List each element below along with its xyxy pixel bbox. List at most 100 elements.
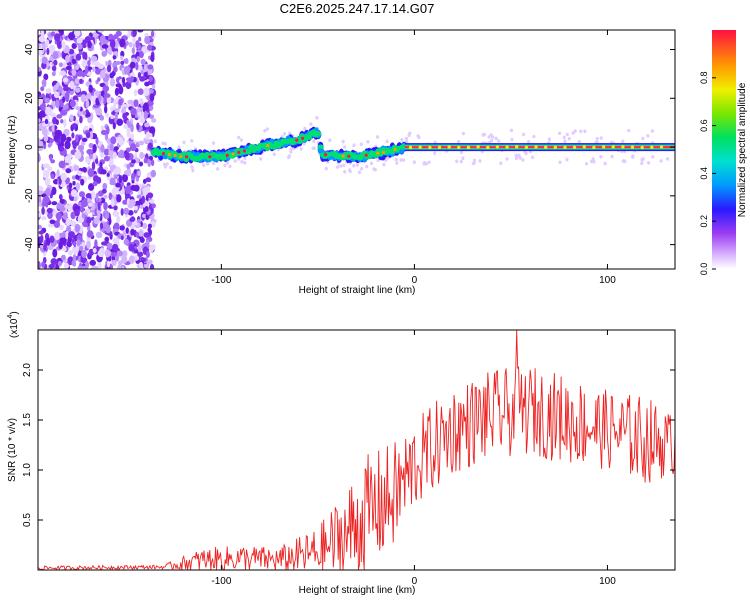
noise-speckle [45,187,51,197]
noise-speckle [149,263,155,269]
noise-speckle [63,262,70,269]
noise-speckle [104,87,108,96]
noise-speckle [81,249,87,258]
noise-speckle [66,241,73,248]
noise-speckle [147,142,153,150]
noise-speckle [135,231,140,239]
noise-speckle [41,56,48,64]
noise-speckle [80,257,88,264]
faint-speckle [412,160,416,164]
noise-speckle [132,43,136,48]
noise-speckle [79,78,83,84]
noise-speckle [87,202,93,208]
faint-speckle [190,165,194,169]
noise-speckle [75,106,81,111]
bottom-x-tick-label: 0 [412,576,418,587]
faint-speckle [478,159,482,163]
faint-speckle [547,137,552,141]
noise-speckle [90,95,95,101]
bottom-y-ticks: 0.5 1.0 1.5 2.0 [22,363,675,527]
faint-speckle [342,163,346,168]
noise-speckle [111,259,117,266]
noise-speckle [87,168,94,178]
noise-speckle [45,88,52,94]
faint-speckle [162,162,167,167]
noise-speckle [38,230,44,235]
faint-speckle [211,161,216,165]
noise-speckle [97,262,102,269]
colorbar-label: Normalized spectral amplitude [737,82,748,217]
colorbar-tick-label: 0.8 [699,72,709,85]
noise-speckle [38,224,42,230]
noise-speckle [145,239,150,248]
noise-speckle [147,159,151,168]
tone-marker [428,145,432,150]
spectrogram-frame [37,29,676,270]
noise-speckle [83,197,88,203]
noise-speckle [129,217,135,222]
noise-speckle [88,142,94,149]
noise-speckle [106,96,112,105]
noise-speckle [130,133,134,140]
noise-speckle [99,222,104,230]
noise-speckle [72,254,77,263]
signal-band-blob [315,131,322,137]
noise-speckle [139,237,145,244]
noise-speckle [113,205,118,211]
faint-speckle [237,135,241,140]
signal-peak-dot [364,153,368,157]
faint-speckle [384,158,388,162]
noise-speckle [97,249,105,258]
noise-speckle [80,178,85,186]
noise-speckle [43,242,47,252]
faint-speckle [243,161,247,165]
noise-speckle [144,122,150,128]
noise-speckle [64,103,69,110]
noise-speckle [60,119,64,124]
noise-speckle [112,210,119,217]
colorbar-tick-label: 0.2 [699,215,709,228]
noise-speckle [77,43,83,50]
noise-speckle [127,30,131,36]
noise-speckle [133,108,137,115]
noise-speckle [119,38,126,48]
noise-speckle [118,175,123,184]
faint-speckle [372,167,376,171]
bottom-y-tick-label: 1.0 [22,463,33,477]
tone-marker [495,145,500,149]
signal-peak-dot [266,144,270,148]
noise-speckle [103,201,108,211]
noise-speckle [44,118,49,125]
noise-speckle [85,208,91,214]
faint-speckle [211,141,216,145]
noise-speckle [114,112,119,118]
faint-speckle [591,157,595,161]
noise-speckle [128,244,134,252]
noise-speckle [82,167,87,173]
faint-speckle [459,150,464,154]
noise-speckle [38,35,46,43]
noise-speckle [148,244,155,253]
noise-speckle [130,76,134,81]
noise-speckle [60,172,67,182]
noise-speckle [113,222,120,230]
noise-speckle [100,197,106,204]
noise-speckle [74,64,80,71]
signal-band-blob [204,152,211,157]
noise-speckle [65,168,72,174]
noise-speckle [70,189,78,197]
noise-speckle [81,59,87,68]
noise-speckle [96,177,102,184]
faint-speckle [177,145,181,150]
noise-speckle [44,177,51,187]
top-y-tick-label: -40 [24,237,35,252]
faint-speckle [369,161,374,166]
noise-speckle [86,148,94,155]
noise-speckle [105,112,110,118]
signal-peak-dot [295,138,299,142]
noise-speckle [68,32,75,41]
noise-speckle [104,236,110,243]
noise-speckle [59,237,66,245]
noise-speckle [103,222,108,228]
faint-speckle [272,152,276,157]
